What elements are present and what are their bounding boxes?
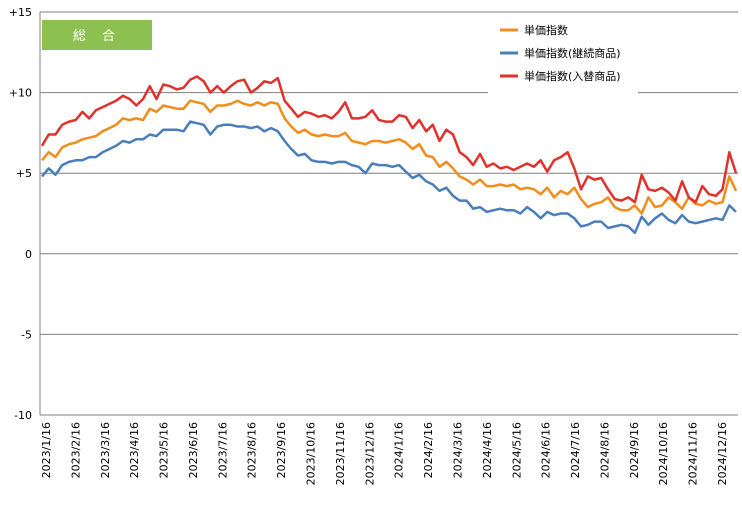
series-line-2 — [40, 75, 738, 204]
x-tick-label-23: 2024/12/16 — [716, 422, 729, 485]
series-line-1 — [41, 120, 737, 235]
y-tick-label-4: -5 — [21, 328, 32, 341]
x-tick-label-17: 2024/6/16 — [540, 422, 553, 478]
series-lines — [40, 75, 738, 235]
x-tick-label-16: 2024/5/16 — [510, 422, 523, 478]
x-tick-label-4: 2023/5/16 — [158, 422, 171, 478]
y-axis-ticks: +15 +10 +5 0 -5 -10 — [9, 6, 32, 422]
x-tick-label-13: 2024/2/16 — [422, 422, 435, 478]
x-tick-label-6: 2023/7/16 — [216, 422, 229, 478]
x-tick-label-19: 2024/8/16 — [598, 422, 611, 478]
badge: 総 合 — [42, 20, 152, 50]
x-tick-label-0: 2023/1/16 — [40, 422, 53, 478]
legend-background — [488, 15, 638, 95]
legend-label-1: 単価指数(継続商品) — [524, 46, 621, 60]
x-tick-label-8: 2023/9/16 — [275, 422, 288, 478]
series-line-0 — [41, 99, 738, 215]
badge-text: 総 合 — [73, 29, 121, 44]
x-tick-label-11: 2023/12/16 — [363, 422, 376, 485]
y-tick-label-0: +15 — [9, 6, 32, 19]
x-tick-label-15: 2024/4/16 — [481, 422, 494, 478]
y-tick-label-1: +10 — [9, 87, 32, 100]
x-tick-label-22: 2024/11/16 — [687, 422, 700, 485]
x-tick-label-9: 2023/10/16 — [305, 422, 318, 485]
x-tick-label-14: 2024/3/16 — [451, 422, 464, 478]
gridlines — [40, 11, 738, 416]
y-tick-label-5: -10 — [14, 409, 32, 422]
y-tick-label-2: +5 — [16, 167, 32, 180]
x-tick-label-3: 2023/4/16 — [128, 422, 141, 478]
x-tick-label-2: 2023/3/16 — [99, 422, 112, 478]
legend-label-0: 単価指数 — [524, 23, 568, 37]
x-tick-label-18: 2024/7/16 — [569, 422, 582, 478]
y-tick-label-3: 0 — [25, 248, 32, 261]
x-tick-label-12: 2024/1/16 — [393, 422, 406, 478]
legend: 単価指数 単価指数(継続商品) 単価指数(入替商品) — [488, 15, 638, 95]
x-tick-label-20: 2024/9/16 — [628, 422, 641, 478]
x-tick-label-1: 2023/2/16 — [69, 422, 82, 478]
badge-background — [42, 20, 152, 50]
x-tick-label-10: 2023/11/16 — [334, 422, 347, 485]
x-tick-label-21: 2024/10/16 — [657, 422, 670, 485]
x-axis-ticks: 2023/1/16 2023/2/16 2023/3/16 2023/4/16 2023… — [40, 422, 729, 485]
x-tick-label-5: 2023/6/16 — [187, 422, 200, 478]
x-tick-label-7: 2023/8/16 — [246, 422, 259, 478]
legend-label-2: 単価指数(入替商品) — [524, 69, 621, 83]
